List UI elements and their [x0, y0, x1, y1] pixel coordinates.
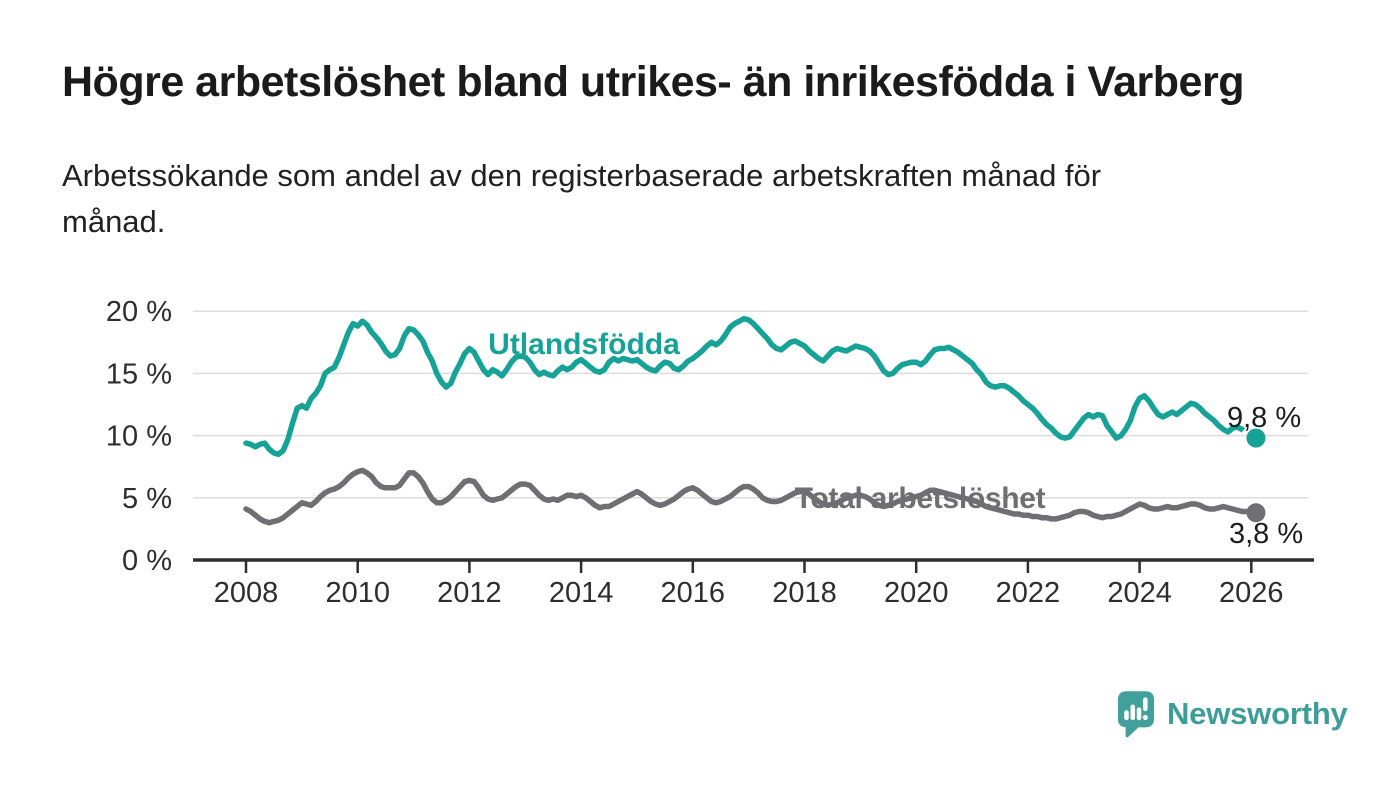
end-value-label-total: 3,8 %	[1229, 518, 1304, 550]
brand-name: Newsworthy	[1167, 696, 1348, 731]
x-tick-label-2020: 2020	[884, 577, 949, 609]
speech-bubble-shape	[1117, 691, 1155, 738]
brand-logo: Newsworthy	[1117, 690, 1348, 740]
x-tick-label-2026: 2026	[1219, 577, 1284, 609]
logo-bar-1	[1124, 710, 1129, 721]
series-path-total	[243, 467, 1259, 526]
logo-bar-3	[1136, 707, 1142, 721]
x-tick-label-2018: 2018	[772, 577, 837, 609]
page-subtitle: Arbetssökande som andel av den registerb…	[62, 158, 1102, 239]
x-tick-label-2010: 2010	[325, 577, 390, 609]
x-tick-label-2016: 2016	[661, 577, 726, 609]
x-tick-label-2022: 2022	[996, 577, 1061, 609]
end-dot-utlandsfodda	[1246, 428, 1266, 448]
newsworthy-logo-icon	[1117, 691, 1155, 738]
end-value-label-utlandsfodda: 9,8 %	[1227, 402, 1302, 434]
series-path-utlandsfodda	[243, 315, 1241, 458]
page-title: Högre arbetslöshet bland utrikes- än inr…	[62, 58, 1244, 106]
y-tick-label-15: 15 %	[106, 358, 172, 390]
y-tick-label-10: 10 %	[106, 421, 172, 453]
end-dot-total	[1246, 503, 1266, 523]
x-tick-label-2008: 2008	[214, 577, 279, 609]
y-tick-label-5: 5 %	[122, 483, 172, 515]
logo-bar-2	[1130, 704, 1136, 721]
series-label-total-arbetsloshet: Total arbetslöshet	[794, 482, 1046, 515]
x-tick-label-2024: 2024	[1107, 577, 1172, 609]
logo-exclamation-bar	[1143, 697, 1148, 712]
x-tick-label-2014: 2014	[549, 577, 614, 609]
y-tick-label-0: 0 %	[122, 545, 172, 577]
logo-exclamation-dot	[1142, 714, 1148, 721]
y-tick-label-20: 20 %	[106, 296, 172, 328]
series-label-utlandsfodda: Utlandsfödda	[488, 328, 680, 361]
x-tick-label-2012: 2012	[437, 577, 502, 609]
